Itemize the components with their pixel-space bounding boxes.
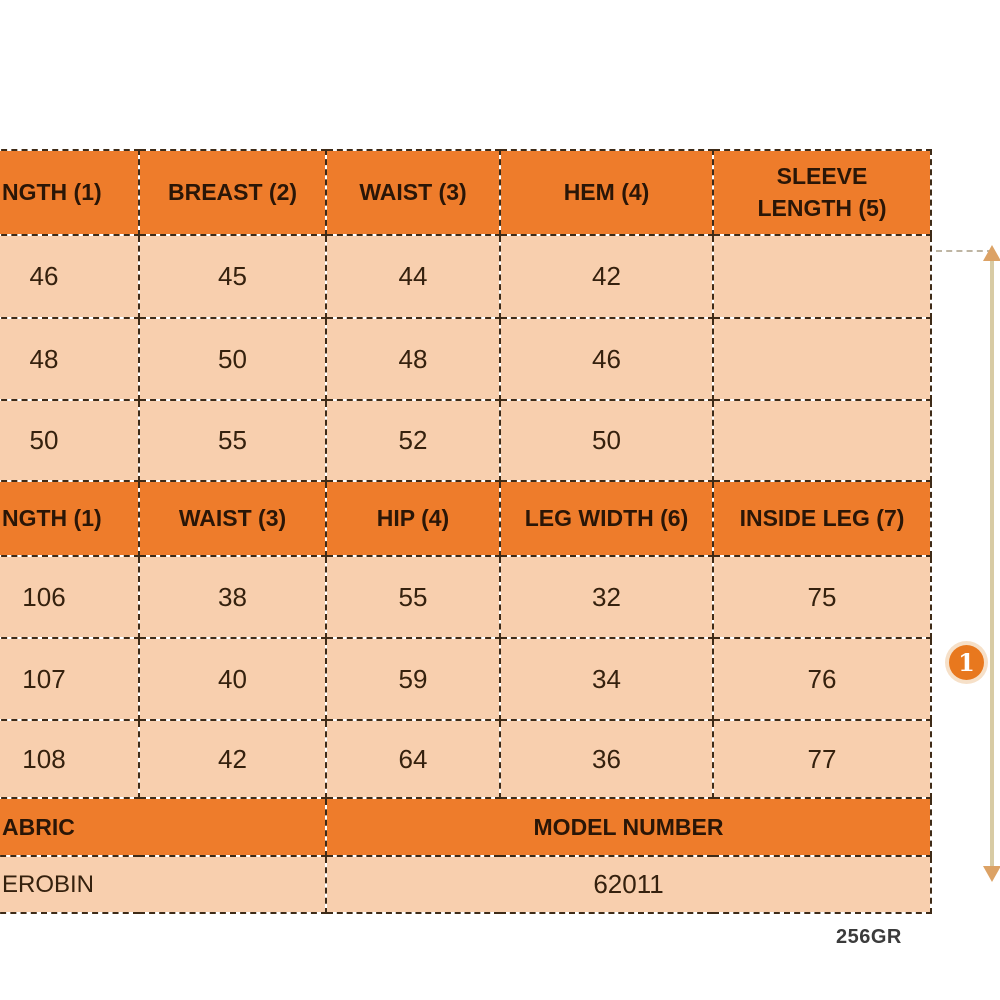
value-model-number: 62011 — [325, 855, 932, 914]
header-length: NGTH (1) — [0, 480, 140, 557]
value-leg-width: 34 — [499, 637, 714, 721]
value-waist: 38 — [138, 555, 327, 639]
value-waist: 42 — [138, 719, 327, 799]
value-hem: 46 — [499, 317, 714, 401]
value-hem: 50 — [499, 399, 714, 482]
value-inside-leg: 77 — [712, 719, 932, 799]
header-length: NGTH (1) — [0, 149, 140, 236]
info-value-row: EROBIN 62011 — [0, 855, 932, 914]
value-hip: 64 — [325, 719, 501, 799]
value-sleeve — [712, 234, 932, 319]
arrow-up-icon — [983, 245, 1000, 261]
garment-row: 48 50 48 46 — [0, 317, 932, 401]
measure-1-badge: 1 — [949, 645, 984, 680]
header-model-number: MODEL NUMBER — [325, 797, 932, 857]
value-leg-width: 32 — [499, 555, 714, 639]
trouser-header-row: NGTH (1) WAIST (3) HIP (4) LEG WIDTH (6)… — [0, 480, 932, 557]
value-breast: 50 — [138, 317, 327, 401]
garment-row: 46 45 44 42 — [0, 234, 932, 319]
value-length: 108 — [0, 719, 140, 799]
value-sleeve — [712, 317, 932, 401]
value-length: 46 — [0, 234, 140, 319]
value-sleeve — [712, 399, 932, 482]
value-waist: 52 — [325, 399, 501, 482]
dimension-vertical-line — [990, 260, 994, 866]
value-waist: 48 — [325, 317, 501, 401]
header-hip: HIP (4) — [325, 480, 501, 557]
dimension-dashed-line — [936, 250, 993, 252]
value-breast: 45 — [138, 234, 327, 319]
header-sleeve-length: SLEEVE LENGTH (5) — [712, 149, 932, 236]
header-inside-leg: INSIDE LEG (7) — [712, 480, 932, 557]
value-fabric: EROBIN — [0, 855, 327, 914]
trouser-row: 107 40 59 34 76 — [0, 637, 932, 721]
value-waist: 40 — [138, 637, 327, 721]
header-fabric: ABRIC — [0, 797, 327, 857]
value-breast: 55 — [138, 399, 327, 482]
value-length: 48 — [0, 317, 140, 401]
header-waist: WAIST (3) — [138, 480, 327, 557]
value-inside-leg: 76 — [712, 637, 932, 721]
value-inside-leg: 75 — [712, 555, 932, 639]
info-header-row: ABRIC MODEL NUMBER — [0, 797, 932, 857]
arrow-down-icon — [983, 866, 1000, 882]
size-chart-table: NGTH (1) BREAST (2) WAIST (3) HEM (4) SL… — [0, 149, 932, 914]
value-length: 107 — [0, 637, 140, 721]
garment-row: 50 55 52 50 — [0, 399, 932, 482]
value-hip: 55 — [325, 555, 501, 639]
garment-header-row: NGTH (1) BREAST (2) WAIST (3) HEM (4) SL… — [0, 149, 932, 236]
value-length: 106 — [0, 555, 140, 639]
header-leg-width: LEG WIDTH (6) — [499, 480, 714, 557]
value-leg-width: 36 — [499, 719, 714, 799]
value-hip: 59 — [325, 637, 501, 721]
footer-code: 256GR — [836, 926, 902, 948]
value-waist: 44 — [325, 234, 501, 319]
header-hem: HEM (4) — [499, 149, 714, 236]
header-waist: WAIST (3) — [325, 149, 501, 236]
trouser-row: 106 38 55 32 75 — [0, 555, 932, 639]
value-hem: 42 — [499, 234, 714, 319]
trouser-row: 108 42 64 36 77 — [0, 719, 932, 799]
header-breast: BREAST (2) — [138, 149, 327, 236]
value-length: 50 — [0, 399, 140, 482]
